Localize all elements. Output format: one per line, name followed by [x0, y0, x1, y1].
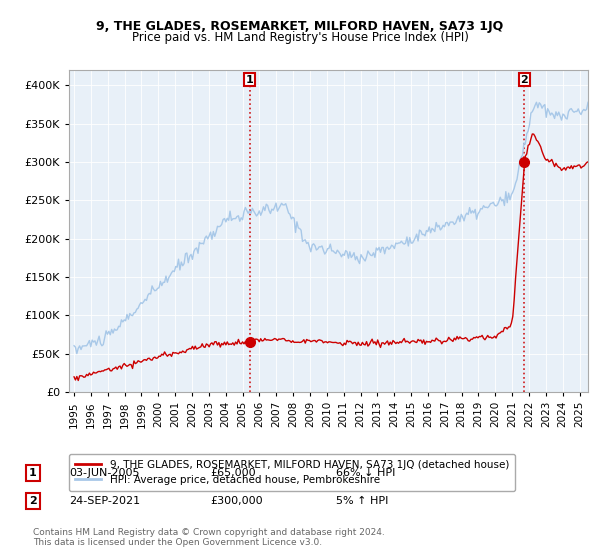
- Text: £65,000: £65,000: [210, 468, 256, 478]
- Text: Price paid vs. HM Land Registry's House Price Index (HPI): Price paid vs. HM Land Registry's House …: [131, 31, 469, 44]
- Text: 1: 1: [29, 468, 37, 478]
- Text: 2: 2: [521, 75, 529, 85]
- Legend: 9, THE GLADES, ROSEMARKET, MILFORD HAVEN, SA73 1JQ (detached house), HPI: Averag: 9, THE GLADES, ROSEMARKET, MILFORD HAVEN…: [69, 454, 515, 491]
- Text: 66% ↓ HPI: 66% ↓ HPI: [336, 468, 395, 478]
- Text: 9, THE GLADES, ROSEMARKET, MILFORD HAVEN, SA73 1JQ: 9, THE GLADES, ROSEMARKET, MILFORD HAVEN…: [97, 20, 503, 32]
- Text: Contains HM Land Registry data © Crown copyright and database right 2024.
This d: Contains HM Land Registry data © Crown c…: [33, 528, 385, 547]
- Text: 5% ↑ HPI: 5% ↑ HPI: [336, 496, 388, 506]
- Text: 24-SEP-2021: 24-SEP-2021: [69, 496, 140, 506]
- Text: 03-JUN-2005: 03-JUN-2005: [69, 468, 139, 478]
- Text: 1: 1: [246, 75, 254, 85]
- Text: 2: 2: [29, 496, 37, 506]
- Text: £300,000: £300,000: [210, 496, 263, 506]
